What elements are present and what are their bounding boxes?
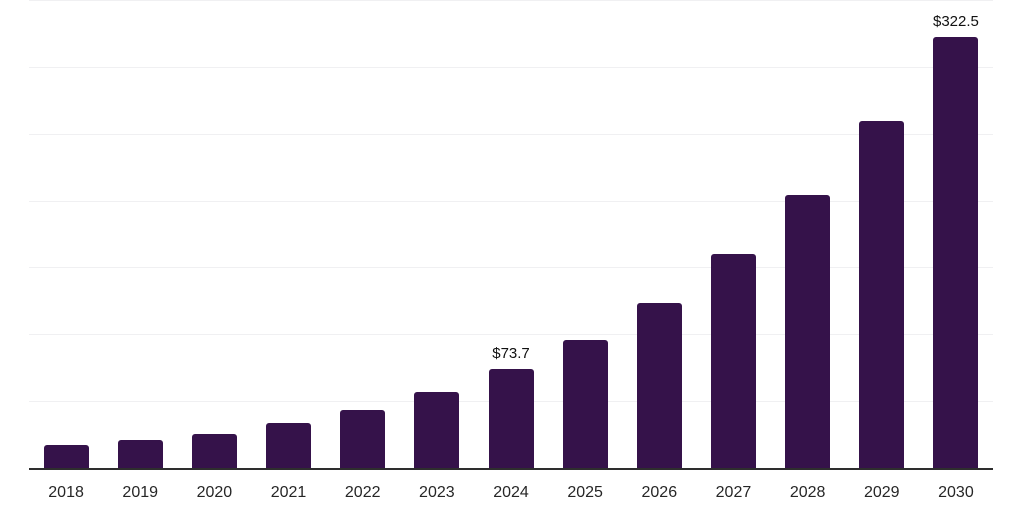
gridline-100 <box>29 334 993 336</box>
x-axis: 2018 2019 2020 2021 2022 2023 2024 2025 2026 2027… <box>29 483 993 503</box>
x-tick-label-2019: 2019 <box>122 484 159 501</box>
gridline-350 <box>29 0 993 1</box>
bar-2030[interactable] <box>933 36 979 468</box>
gridline-300 <box>29 66 993 68</box>
bar-2027[interactable] <box>710 254 756 468</box>
data-label-2024: $73.7 <box>492 345 530 363</box>
bar-2019[interactable] <box>117 439 163 468</box>
x-tick-label-2022: 2022 <box>344 484 381 501</box>
bar-2025[interactable] <box>562 339 608 468</box>
gridline-250 <box>29 133 993 135</box>
bar-2023[interactable] <box>414 392 460 468</box>
x-tick-label-2029: 2029 <box>863 484 900 501</box>
x-tick-label-2030: 2030 <box>938 484 974 501</box>
x-tick-label-2028: 2028 <box>789 484 826 501</box>
plot-area: $73.7 $322.5 <box>29 0 993 470</box>
data-label-2030: $322.5 <box>932 12 979 30</box>
x-tick-label-2020: 2020 <box>196 484 233 501</box>
x-tick-label-2026: 2026 <box>641 484 678 501</box>
bar-2029[interactable] <box>859 121 905 468</box>
x-tick-label-2023: 2023 <box>419 484 455 501</box>
bar-2020[interactable] <box>191 433 237 468</box>
x-tick-label-2025: 2025 <box>567 484 603 501</box>
gridline-200 <box>29 200 993 202</box>
x-tick-label-2024: 2024 <box>493 484 529 501</box>
bar-2026[interactable] <box>636 302 682 468</box>
bar-2021[interactable] <box>266 423 312 468</box>
gridline-150 <box>29 267 993 269</box>
bar-2028[interactable] <box>785 194 831 468</box>
bar-2018[interactable] <box>43 444 89 468</box>
bar-2024[interactable] <box>488 369 534 468</box>
x-tick-label-2021: 2021 <box>270 484 307 501</box>
bar-2022[interactable] <box>340 410 386 468</box>
x-tick-label-2027: 2027 <box>715 484 752 501</box>
x-tick-label-2018: 2018 <box>48 484 84 501</box>
